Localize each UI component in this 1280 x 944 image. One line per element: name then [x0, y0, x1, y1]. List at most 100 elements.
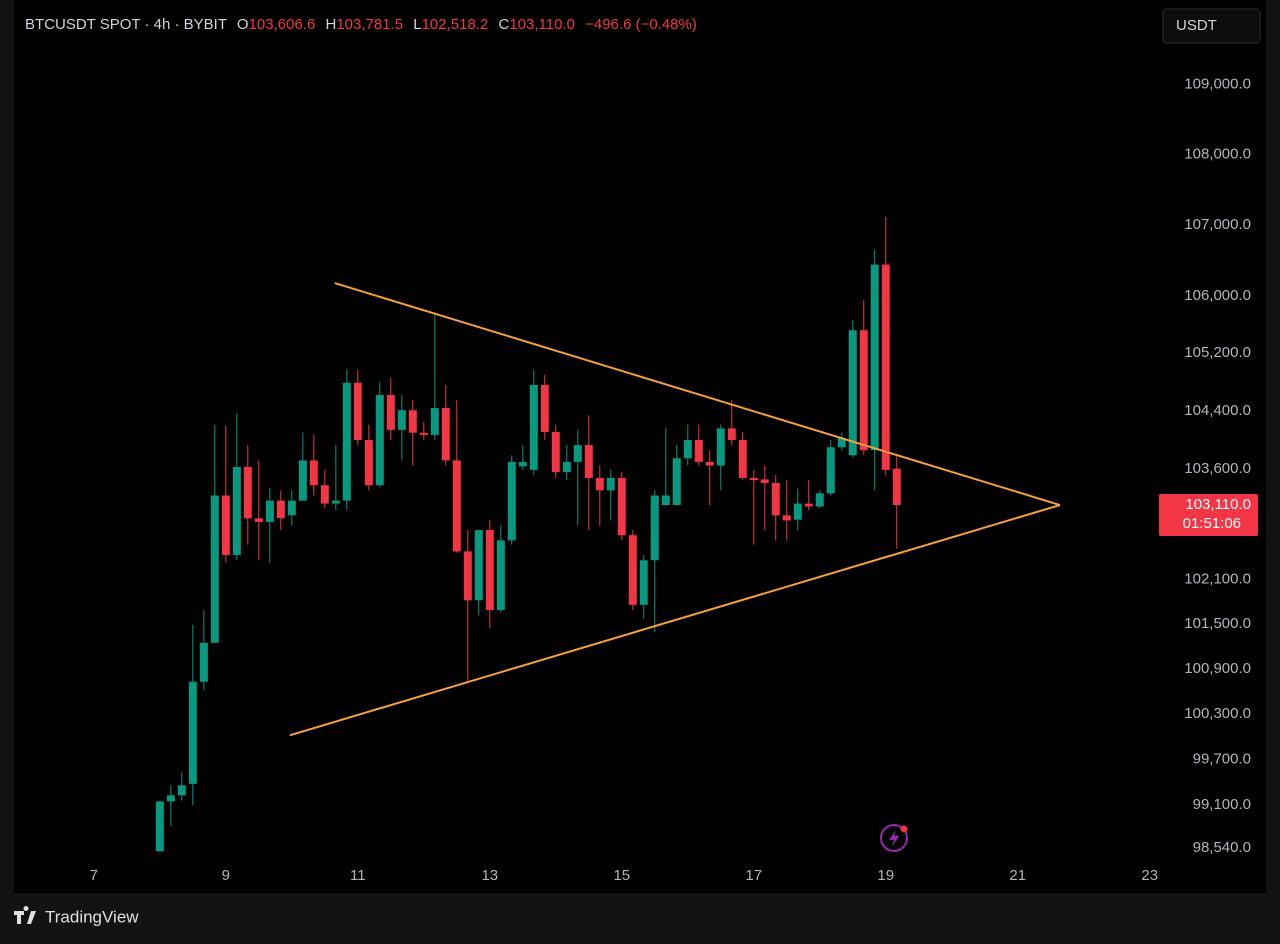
- trendline: [334, 282, 1061, 506]
- price-label: 103,110.0: [1185, 496, 1251, 513]
- candle-body: [265, 500, 274, 522]
- symbol: BTCUSDT SPOT · 4h · BYBIT: [25, 16, 227, 33]
- candle-body: [760, 479, 769, 484]
- price-label-box: [1159, 494, 1258, 537]
- countdown: 01:51:06: [1183, 515, 1241, 532]
- candle-body: [309, 460, 318, 486]
- x-tick-label: 17: [745, 867, 762, 884]
- candle-body: [276, 500, 285, 519]
- candle-body: [595, 477, 604, 491]
- candle-body: [639, 560, 648, 605]
- candle-body: [793, 503, 802, 520]
- candle-body: [221, 495, 230, 556]
- icon-bolt: [889, 830, 899, 847]
- plot-background: [14, 0, 1266, 893]
- currency-button[interactable]: [1162, 8, 1261, 44]
- x-tick-label: 23: [1141, 867, 1158, 884]
- y-tick-label: 101,500.0: [1184, 615, 1251, 632]
- open-label: O: [237, 16, 249, 33]
- candle-body: [452, 460, 461, 552]
- candle-body: [562, 461, 571, 473]
- y-tick-label: 109,000.0: [1184, 76, 1251, 93]
- header: BTCUSDT SPOT · 4h · BYBIT O103,606.6 H10…: [25, 16, 697, 33]
- candle-body: [188, 681, 197, 784]
- y-tick-label: 100,900.0: [1184, 660, 1251, 677]
- candle-body: [859, 330, 868, 451]
- candle-body: [804, 503, 813, 507]
- candle-body: [584, 445, 593, 478]
- candle-body: [683, 440, 692, 459]
- candle-body: [155, 801, 164, 852]
- y-tick-label: 105,200.0: [1184, 344, 1251, 361]
- candle-body: [320, 485, 329, 504]
- candle-body: [331, 500, 340, 504]
- candle-body: [837, 437, 846, 448]
- candle-body: [628, 535, 637, 605]
- candle-body: [551, 432, 560, 473]
- candle-body: [474, 530, 483, 601]
- y-tick-label: 108,000.0: [1184, 145, 1251, 162]
- candle-body: [606, 477, 615, 491]
- candle-body: [210, 495, 219, 643]
- candle-body: [496, 540, 505, 610]
- alert-icon[interactable]: [880, 824, 908, 852]
- candle-body: [826, 447, 835, 494]
- candle-body: [232, 466, 241, 556]
- y-tick-label: 100,300.0: [1184, 705, 1251, 722]
- y-tick-label: 103,600.0: [1184, 460, 1251, 477]
- candle-body: [771, 483, 780, 516]
- open-value: 103,606.6: [249, 16, 316, 33]
- candle-body: [738, 440, 747, 478]
- icon-dot: [900, 825, 908, 833]
- high-label: H: [325, 16, 336, 33]
- brand: TradingView: [45, 907, 139, 926]
- candle-body: [353, 382, 362, 441]
- candle-body: [782, 515, 791, 521]
- x-tick-label: 9: [222, 867, 230, 884]
- candle-body: [573, 445, 582, 462]
- high-value: 103,781.5: [336, 16, 403, 33]
- change: −496.6 (−0.48%): [585, 16, 697, 33]
- low-label: L: [413, 16, 421, 33]
- candle-body: [749, 477, 758, 481]
- icon-ring: [880, 824, 908, 852]
- candle-body: [892, 468, 901, 506]
- candle-body: [617, 477, 626, 536]
- trendline: [289, 504, 1061, 737]
- x-tick-label: 7: [90, 867, 98, 884]
- logo-mark: [14, 905, 36, 924]
- candle-body: [342, 382, 351, 501]
- close-label: C: [498, 16, 509, 33]
- candle-body: [177, 785, 186, 796]
- candle-body: [254, 518, 263, 522]
- y-tick-label: 106,000.0: [1184, 287, 1251, 304]
- y-tick-label: 107,000.0: [1184, 216, 1251, 233]
- candle-body: [408, 410, 417, 433]
- candle-body: [375, 395, 384, 486]
- y-tick-label: 104,400.0: [1184, 402, 1251, 419]
- x-tick-label: 13: [481, 867, 498, 884]
- candle-body: [287, 500, 296, 516]
- candle-body: [694, 440, 703, 462]
- candle-body: [661, 495, 670, 506]
- candle-body: [672, 458, 681, 506]
- low-value: 102,518.2: [422, 16, 489, 33]
- candle-body: [485, 530, 494, 610]
- candle-body: [397, 410, 406, 430]
- x-tick-label: 19: [877, 867, 894, 884]
- candle-body: [518, 461, 527, 467]
- candle-body: [540, 384, 549, 433]
- candle-body: [705, 461, 714, 466]
- candle-body: [386, 395, 395, 430]
- y-tick-label: 99,100.0: [1193, 796, 1251, 813]
- candle-body: [727, 428, 736, 441]
- candle-body: [881, 264, 890, 470]
- candle-body: [166, 795, 175, 802]
- candle-body: [430, 408, 439, 435]
- candle-body: [364, 440, 373, 486]
- candle-body: [507, 461, 516, 541]
- candles: [155, 217, 901, 852]
- currency[interactable]: USDT: [1176, 17, 1217, 34]
- candle-body: [529, 384, 538, 470]
- x-tick-label: 15: [613, 867, 630, 884]
